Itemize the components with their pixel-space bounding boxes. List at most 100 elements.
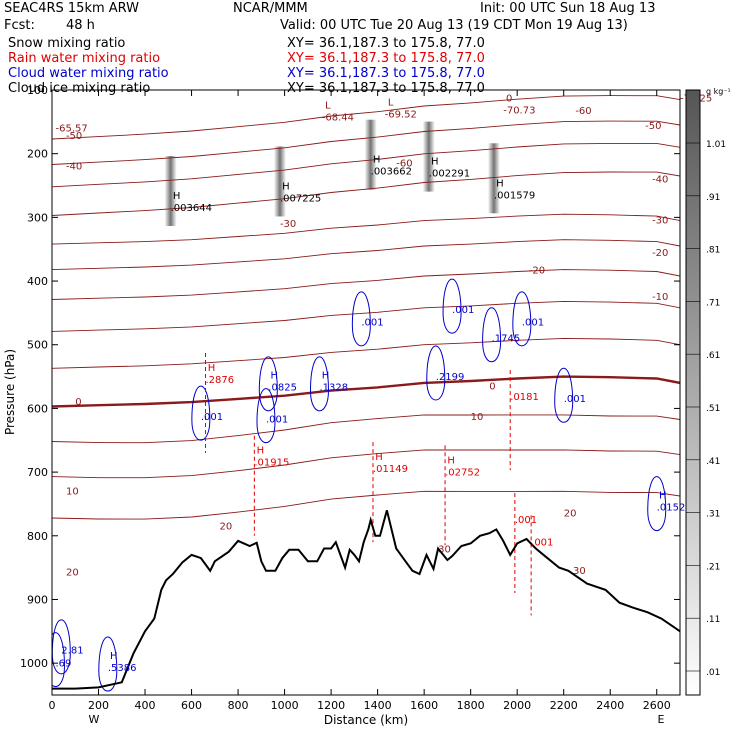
temperature-contour-label: 10: [66, 486, 79, 497]
temperature-contour-label: -20: [652, 248, 668, 259]
snow-maximum-value: .002291: [429, 169, 470, 180]
temperature-contour-label: 0: [75, 397, 81, 408]
temperature-contour-label: -20: [529, 265, 545, 276]
cloud-water-contour: [442, 278, 462, 334]
x-tick-label: 1600: [410, 699, 438, 712]
x-tick-label: 800: [228, 699, 249, 712]
temperature-contour-label: -65.57: [55, 123, 87, 134]
rain-maximum-marker: H: [375, 452, 383, 463]
snow-maximum-marker: H: [431, 157, 439, 168]
cloud-water-maximum-value: .001: [522, 318, 544, 329]
cloud-water-contour: [258, 356, 278, 412]
temperature-isotherm: [52, 300, 680, 332]
y-tick-label: 500: [27, 339, 48, 352]
x-axis-label: Distance (km): [324, 713, 408, 727]
temperature-contour-label: 30: [573, 566, 586, 577]
freezing-level-isotherm: [52, 375, 680, 408]
colorbar-label: .21: [706, 562, 720, 572]
cloud-water-maximum-value: .69: [55, 658, 71, 669]
y-tick-label-top: 100: [27, 84, 48, 97]
colorbar-label: 1.01: [706, 140, 726, 150]
temperature-contour-label: 0: [489, 381, 495, 392]
cloud-ice-minimum-value: -70.73: [503, 106, 535, 117]
temperature-contour-label: 30: [438, 544, 451, 555]
rain-maximum-value: .0181: [510, 392, 539, 403]
x-tick-label: 1800: [457, 699, 485, 712]
y-tick-label: 200: [27, 148, 48, 161]
rain-maximum-value: .2876: [206, 375, 235, 386]
cloud-water-maximum-value: .001: [452, 305, 474, 316]
temperature-isotherm: [52, 213, 680, 245]
snow-maximum-marker: H: [373, 155, 381, 166]
cloud-water-maximum-value: 2.81: [61, 646, 83, 657]
temperature-contour-label: -50: [645, 121, 661, 132]
rain-maximum-marker: H: [447, 455, 455, 466]
cloud-water-contour: [52, 632, 65, 687]
x-tick-label: 400: [135, 699, 156, 712]
cloud-water-maximum-value: .5386: [108, 663, 137, 674]
rain-maximum-value: .02752: [445, 467, 480, 478]
colorbar-label: .51: [706, 404, 720, 414]
temperature-isotherm: [52, 239, 680, 271]
colorbar-gradient: [685, 89, 701, 696]
colorbar: g kg⁻¹ 1.01 .91 .81 .71 .61 .51 .41 .31 .21 .11 .0…: [685, 87, 731, 696]
forecast-label: Fcst:: [4, 18, 35, 33]
cloud-ice-minimum-marker: L: [325, 101, 331, 112]
cloud-water-contour: [482, 307, 502, 363]
cloud-water-contour: [426, 345, 446, 401]
cloud-water-maximum-marker: H: [271, 371, 279, 382]
init-time: Init: 00 UTC Sun 18 Aug 13: [480, 1, 656, 16]
cloud-water-contour: [351, 291, 371, 347]
rain-maximum-value: .001: [531, 537, 553, 548]
colorbar-label: .41: [706, 457, 720, 467]
field-name-cloud-ice: Cloud ice mixing ratio: [8, 81, 151, 96]
field-xy-snow: XY= 36.1,187.3 to 175.8, 77.0: [287, 36, 485, 51]
temperature-contour-label: 10: [471, 412, 484, 423]
cloud-water-maximum-value: .1328: [319, 383, 348, 394]
temperature-isotherm: [52, 414, 680, 444]
temperature-contour-label: -30: [652, 216, 668, 227]
snow-shading-column: [422, 121, 435, 192]
x-tick-label: 2000: [503, 699, 531, 712]
temperature-isotherm: [52, 490, 680, 520]
snow-maximum-value: .007225: [280, 193, 321, 204]
field-xy-cloud-ice: XY= 36.1,187.3 to 175.8, 77.0: [287, 81, 485, 96]
temperature-isotherm: [52, 95, 680, 140]
annotation-layer: H.003644H.007225H.003662H.002291H.001579…: [55, 93, 712, 673]
x-tick-label: 0: [49, 699, 56, 712]
cloud-water-contour: [98, 636, 118, 692]
cloud-water-maximum-value: .0152: [657, 502, 686, 513]
y-tick-label: 400: [27, 275, 48, 288]
cloud-water-contour: [554, 368, 574, 423]
organization-label: NCAR/MMM: [233, 1, 308, 16]
snow-maximum-value: .003662: [371, 167, 412, 178]
snow-maximum-value: .003644: [171, 203, 212, 214]
x-tick-label: 1000: [271, 699, 299, 712]
rain-maximum-value: .001: [515, 515, 537, 526]
temperature-isotherm: [52, 449, 680, 479]
x-tick-label: 600: [181, 699, 202, 712]
temperature-isotherm: [52, 269, 680, 300]
endpoint-west: W: [89, 713, 100, 726]
cloud-water-maximum-value: .2199: [436, 372, 465, 383]
model-title: SEAC4RS 15km ARW: [4, 1, 140, 16]
temperature-contour-label: -60: [575, 106, 591, 117]
colorbar-label: .91: [706, 193, 720, 203]
snow-maximum-value: .001579: [494, 190, 535, 201]
rain-water-contours: [205, 352, 532, 616]
cloud-water-contour: [52, 619, 71, 675]
cloud-water-maximum-value: .001: [564, 394, 586, 405]
x-tick-label: 200: [88, 699, 109, 712]
temperature-contour-label: -60: [396, 158, 412, 169]
y-tick-label: 800: [27, 530, 48, 543]
endpoint-east: E: [658, 713, 665, 726]
terrain-layer: [52, 510, 680, 690]
axes: 0 200 400 600 800 1000 1200 1400 1600 1800 2000 220…: [20, 84, 680, 712]
temperature-isotherm: [52, 142, 680, 188]
valid-time: Valid: 00 UTC Tue 20 Aug 13 (19 CDT Mon …: [280, 18, 628, 33]
colorbar-label: .81: [706, 246, 720, 256]
y-tick-label: 1000: [20, 657, 48, 670]
x-tick-label: 2600: [643, 699, 671, 712]
colorbar-unit: g kg⁻¹: [706, 87, 731, 96]
